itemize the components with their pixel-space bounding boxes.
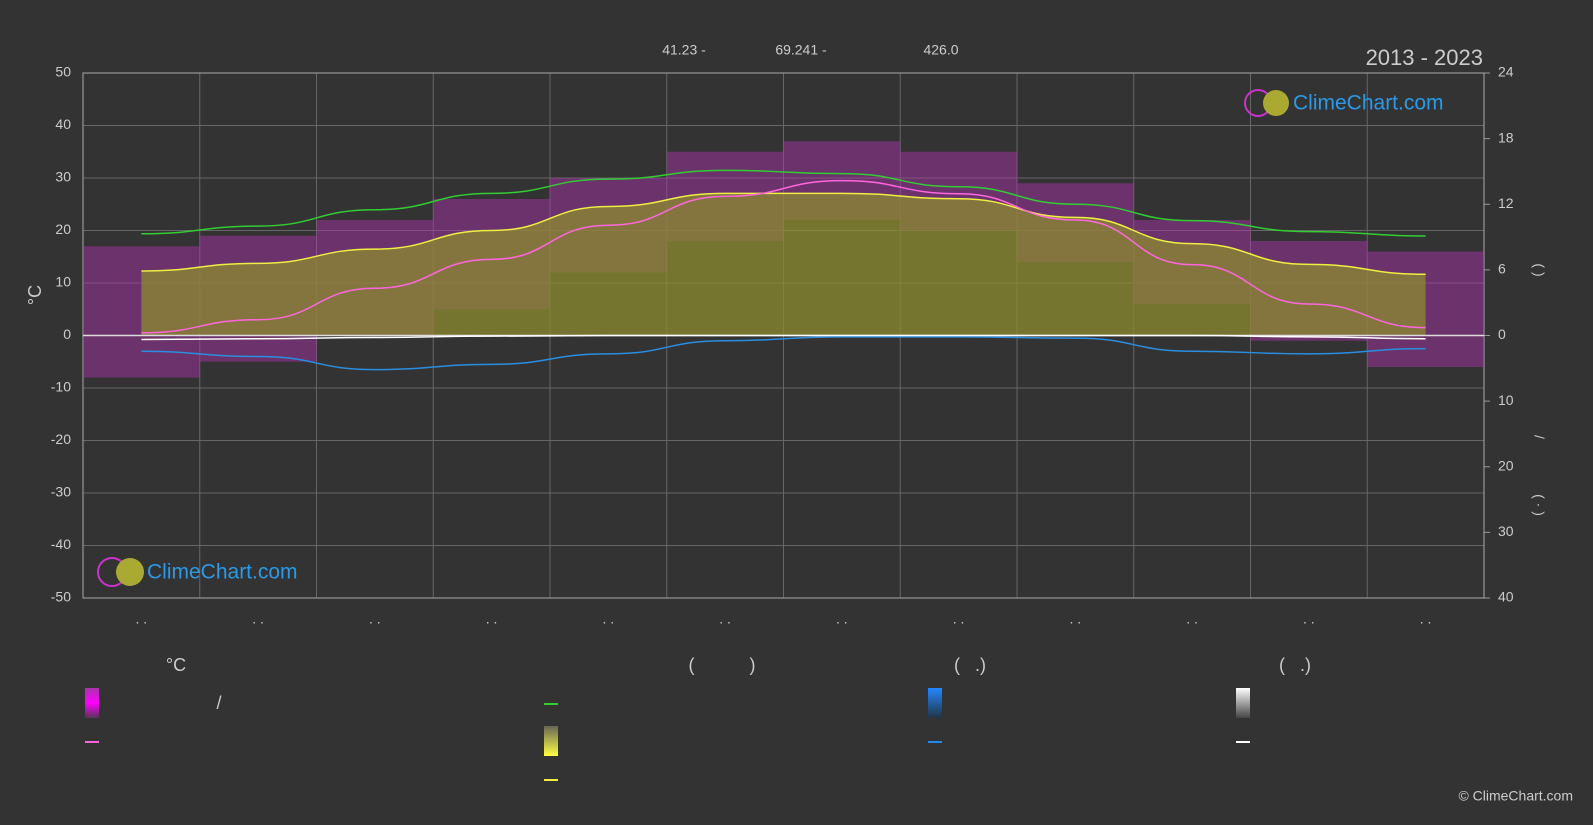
- x-tick-label: . .: [252, 611, 264, 627]
- series-line: [141, 179, 1426, 334]
- legend-header: ( .): [1279, 655, 1311, 675]
- logo: ClimeChart.com ClimeChart.com: [97, 89, 1444, 587]
- x-tick-label: . .: [486, 611, 498, 627]
- x-tick-label: . .: [136, 611, 148, 627]
- x-tick-label: . .: [1303, 611, 1315, 627]
- y-tick-label: -10: [51, 379, 71, 395]
- y-tick-label: 40: [55, 116, 71, 132]
- period: 2013 - 2023: [1366, 45, 1483, 70]
- x-tick-label: . .: [953, 611, 965, 627]
- y2-axis-label: ( · ): [1531, 494, 1547, 516]
- y-tick-label: -40: [51, 536, 71, 552]
- series-line: [141, 169, 1426, 237]
- y-tick-label: -30: [51, 484, 71, 500]
- y2-tick-label: 0: [1498, 326, 1506, 342]
- series-line: [141, 192, 1426, 275]
- x-tick-label: . .: [1070, 611, 1082, 627]
- logo-icon: [116, 558, 144, 586]
- y-tick-label: 50: [55, 64, 71, 80]
- logo-icon: [1263, 90, 1289, 116]
- series-line: [141, 336, 1426, 371]
- legend-header: °C: [166, 655, 186, 675]
- y2-tick-label: 6: [1498, 261, 1506, 277]
- x-tick-label: . .: [1186, 611, 1198, 627]
- y2-tick-label: 20: [1498, 457, 1514, 473]
- legend-swatch: [1236, 688, 1250, 718]
- y-tick-label: 10: [55, 274, 71, 290]
- legend-swatch: [544, 726, 558, 756]
- x-tick-label: . .: [836, 611, 848, 627]
- y2-tick-label: 10: [1498, 392, 1514, 408]
- logo-text: ClimeChart.com: [1293, 92, 1444, 115]
- y-tick-label: 30: [55, 169, 71, 185]
- legend-swatches: [85, 688, 1250, 781]
- legend-text: /: [216, 693, 221, 713]
- x-tick-label: . .: [603, 611, 615, 627]
- y2-tick-label: 24: [1498, 64, 1514, 80]
- y-tick-label: 20: [55, 221, 71, 237]
- legend-swatch: [85, 688, 99, 718]
- top-label: 426.0: [923, 42, 958, 58]
- top-label: 41.23 -: [662, 42, 706, 58]
- copyright: © ClimeChart.com: [1458, 788, 1573, 804]
- sunshine-area: [141, 193, 1426, 336]
- logo-text: ClimeChart.com: [147, 561, 298, 584]
- y-tick-label: 0: [63, 326, 71, 342]
- top-label: 69.241 -: [775, 42, 827, 58]
- x-tick-label: . .: [369, 611, 381, 627]
- y-axis-label: °C: [25, 285, 45, 305]
- series-line: [141, 334, 1426, 341]
- y-tick-label: -50: [51, 589, 71, 605]
- y2-tick-label: 30: [1498, 523, 1514, 539]
- x-tick-label: . .: [719, 611, 731, 627]
- legend-swatch: [928, 688, 942, 718]
- legend-header: ( .): [954, 655, 986, 675]
- y2-axis-label: /: [1531, 435, 1547, 439]
- y2-tick-label: 18: [1498, 129, 1514, 145]
- legend-header: ( ): [689, 655, 756, 675]
- x-tick-label: . .: [1420, 611, 1432, 627]
- y2-tick-label: 40: [1498, 589, 1514, 605]
- y2-tick-label: 12: [1498, 195, 1514, 211]
- y2-axis-label: ( ): [1531, 263, 1547, 276]
- y-tick-label: -20: [51, 431, 71, 447]
